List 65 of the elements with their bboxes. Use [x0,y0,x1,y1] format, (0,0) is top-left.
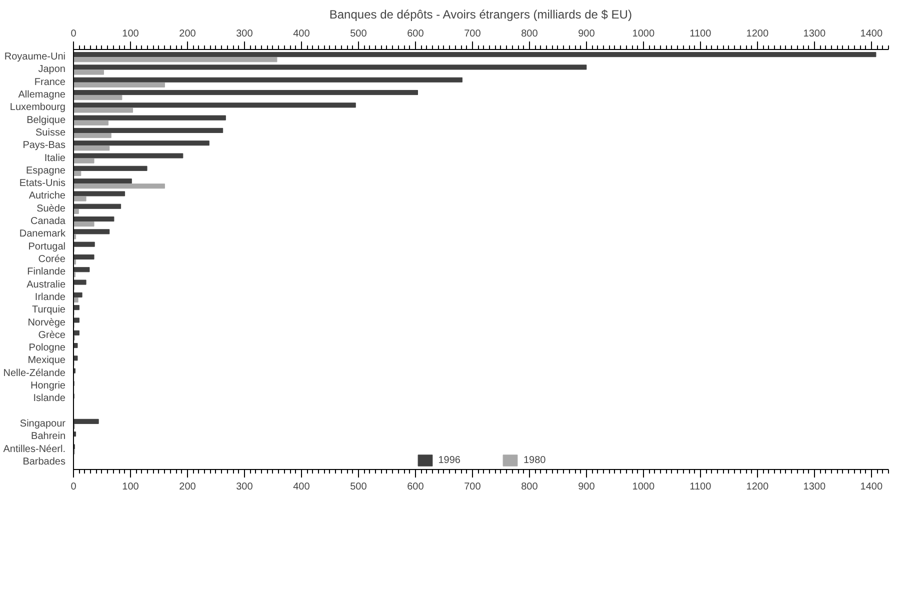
x-tick-label: 0 [70,28,77,40]
y-tick-label: Pays-Bas [22,140,66,152]
x-tick-label: 1400 [860,28,883,40]
y-tick-label: Allemagne [18,90,66,101]
y-tick-label: Australie [26,279,66,290]
y-tick-label: Grèce [38,330,66,341]
y-tick-label: Espagne [26,165,66,176]
x-tick-label: 600 [407,28,424,40]
x2-tick-label: 100 [122,482,140,492]
legend-label: 1996 [438,454,460,466]
x-tick-label: 400 [293,28,310,40]
x2-tick-label: 1300 [803,482,826,492]
x2-tick-label: 400 [293,482,310,492]
chart-title: Banques de dépôts - Avoirs étrangers (milliards de $ EU) [329,8,632,22]
y-tick-label: Finlande [27,266,66,278]
x2-tick-label: 900 [578,482,596,492]
y-tick-label: Turquie [32,304,66,316]
y-tick-label: Singapour [20,418,66,430]
y-tick-label: Corée [38,254,66,265]
x2-tick-label: 800 [521,482,538,492]
y-tick-label: Royaume-Uni [4,52,66,63]
y-tick-label: Islande [33,393,66,404]
x-tick-label: 800 [521,28,538,40]
x-tick-label: 100 [122,28,140,40]
y-tick-label: Suède [36,203,66,214]
x-tick-label: 1200 [746,28,769,40]
y-tick-label: Etats-Unis [19,178,66,190]
y-tick-label: Norvège [28,317,66,328]
y-tick-label: Pologne [28,342,66,354]
x2-tick-label: 700 [464,482,482,492]
y-tick-label: Luxembourg [10,102,66,114]
x2-tick-label: 1200 [746,482,769,492]
y-tick-label: Antilles-Néerl. [3,444,66,455]
x-tick-label: 300 [236,28,254,40]
x2-tick-label: 0 [70,482,77,492]
y-tick-label: Danemark [19,228,66,240]
y-tick-label: Portugal [28,241,66,252]
x2-tick-label: 1000 [632,482,655,492]
x2-tick-label: 500 [350,482,368,492]
x-tick-label: 500 [350,28,368,40]
y-tick-label: Barbades [22,456,66,468]
legend-label: 1980 [524,454,546,466]
y-tick-label: Irlande [34,292,66,303]
y-tick-label: Bahrein [31,431,66,442]
x-tick-label: 1100 [690,28,712,40]
y-tick-label: Mexique [28,355,66,366]
x-tick-label: 700 [464,28,482,40]
x-tick-label: 1000 [632,28,655,40]
x-tick-label: 900 [578,28,596,40]
y-tick-label: Suisse [35,127,66,138]
y-tick-label: Nelle-Zélande [3,368,66,379]
x2-tick-label: 1400 [860,482,883,492]
x2-tick-label: 200 [179,482,196,492]
x2-tick-label: 1100 [690,482,712,492]
y-tick-label: Autriche [28,190,66,202]
y-tick-label: Italie [44,152,66,164]
x2-tick-label: 300 [236,482,254,492]
y-tick-label: Japon [38,64,66,76]
x2-tick-label: 600 [407,482,424,492]
y-tick-label: Hongrie [30,380,66,392]
y-tick-label: France [34,76,66,88]
x-tick-label: 1300 [803,28,826,40]
y-tick-label: Canada [30,216,66,228]
x-tick-label: 200 [179,28,196,40]
y-tick-label: Belgique [26,114,66,126]
